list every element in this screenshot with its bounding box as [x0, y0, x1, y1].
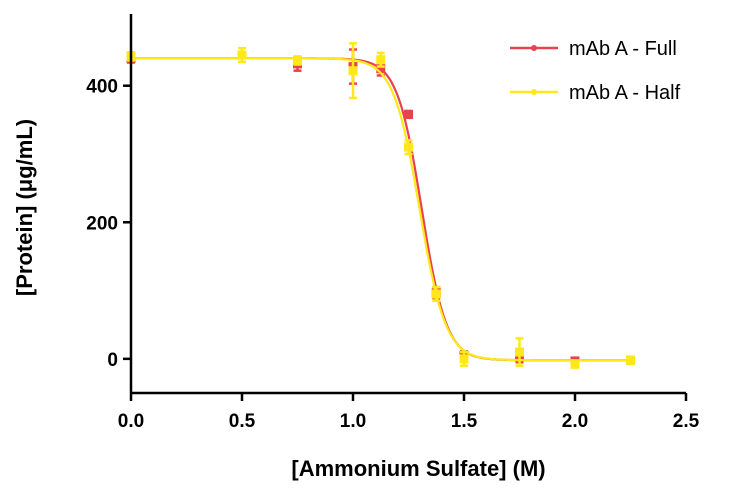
- x-tick-label: 1.5: [451, 411, 478, 432]
- legend-label-half: mAb A - Half: [569, 82, 681, 104]
- data-point: [348, 66, 358, 76]
- x-tick-label: 1.0: [340, 411, 366, 432]
- data-point: [237, 50, 247, 60]
- x-tick-label: 2.0: [562, 411, 588, 432]
- legend-label-full: mAb A - Full: [569, 38, 677, 60]
- legend-marker-full: [531, 45, 537, 51]
- legend: mAb A - Full mAb A - Half: [510, 38, 681, 104]
- data-point: [626, 355, 635, 365]
- fit-curve-0: [131, 57, 631, 362]
- axes-layer: [129, 14, 686, 395]
- data-point: [376, 64, 386, 74]
- data-point: [404, 142, 413, 152]
- data-point: [459, 354, 469, 364]
- ticks-layer: 0.0 0.5 1.0 1.5 2.0 2.5 0 200 400: [86, 77, 699, 432]
- y-tick-label: 200: [86, 213, 118, 234]
- data-point: [293, 55, 302, 65]
- legend-marker-half: [531, 89, 537, 95]
- x-axis-title: [Ammonium Sulfate] (M): [291, 456, 545, 481]
- data-point: [431, 289, 441, 299]
- data-point: [570, 359, 580, 369]
- x-tick-label: 0.0: [118, 411, 144, 432]
- fit-curve-1: [131, 57, 631, 362]
- data-point: [404, 109, 413, 119]
- series-layer: [126, 42, 635, 369]
- y-tick-label: 400: [86, 77, 118, 98]
- y-axis-title: [Protein] (μg/mL): [12, 119, 37, 296]
- data-point: [376, 55, 386, 65]
- x-tick-label: 0.5: [229, 411, 256, 432]
- y-tick-label: 0: [107, 350, 118, 371]
- data-point: [515, 347, 524, 357]
- x-tick-label: 2.5: [673, 411, 700, 432]
